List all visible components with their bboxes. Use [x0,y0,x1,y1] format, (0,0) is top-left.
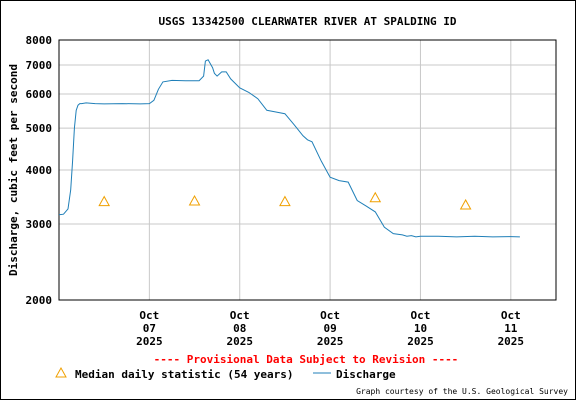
x-tick-label: 11 [504,322,518,335]
credit-text: Graph courtesy of the U.S. Geological Su… [356,387,568,396]
median-marker [98,195,111,207]
plot-frame [58,39,557,301]
legend-median-label: Median daily statistic (54 years) [75,368,294,381]
median-marker [369,191,382,203]
y-tick-label: 3000 [26,218,53,231]
median-marker [188,195,201,206]
x-tick-label: 2025 [407,335,434,348]
x-tick-label: Oct [139,309,159,322]
provisional-note: ---- Provisional Data Subject to Revisio… [154,353,459,366]
y-tick-label: 5000 [26,122,53,135]
x-tick-label: 2025 [226,335,253,348]
x-tick-label: 2025 [317,335,344,348]
x-tick-label: 09 [323,322,336,335]
legend-discharge-label: Discharge [336,368,396,381]
y-tick-label: 2000 [26,294,53,307]
chart-title: USGS 13342500 CLEARWATER RIVER AT SPALDI… [158,15,456,28]
x-tick-label: Oct [320,309,340,322]
x-tick-label: 2025 [498,335,525,348]
y-tick-label: 4000 [26,164,53,177]
median-marker [459,198,472,210]
x-tick-label: 10 [414,322,427,335]
median-marker [279,195,291,207]
x-tick-label: 08 [233,322,246,335]
x-tick-label: 2025 [136,335,163,348]
x-tick-label: Oct [230,309,250,322]
x-tick-label: 07 [143,322,156,335]
x-tick-label: Oct [411,309,431,322]
y-tick-label: 8000 [26,34,53,47]
y-axis-label: Discharge, cubic feet per second [7,64,20,276]
legend-median-marker [55,366,67,378]
discharge-line [58,59,520,238]
y-tick-label: 7000 [26,59,53,72]
y-tick-label: 6000 [26,88,53,101]
x-tick-label: Oct [501,309,521,322]
